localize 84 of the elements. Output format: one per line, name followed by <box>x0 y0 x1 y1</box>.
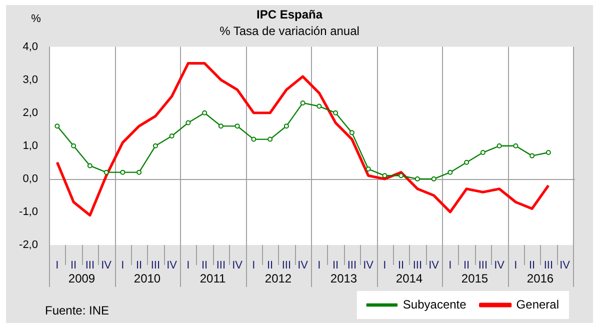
x-tick-label: IV <box>101 260 112 272</box>
point <box>480 150 486 156</box>
y-axis-title: % <box>31 13 42 26</box>
point <box>120 170 126 175</box>
legend-label: Subyacente <box>402 297 467 312</box>
text: 2015 <box>461 271 488 286</box>
point <box>349 130 354 136</box>
point <box>546 150 551 156</box>
x-tick-label: IV <box>298 260 309 272</box>
point <box>284 124 289 129</box>
y-tick-label: -1,0 <box>19 206 38 218</box>
chart-subtitle: % Tasa de variación anual <box>220 24 360 38</box>
x-tick-label: III <box>150 260 160 272</box>
point <box>218 124 224 129</box>
x-tick-label: IV <box>560 260 571 272</box>
point <box>71 143 76 148</box>
point <box>464 160 470 165</box>
x-tick-label: III <box>544 260 554 272</box>
x-tick-label: I <box>56 260 59 272</box>
y-tick-label: 0,0 <box>22 172 38 185</box>
x-tick-label: III <box>85 260 95 272</box>
point <box>513 143 518 148</box>
x-tick-label: IV <box>166 260 178 272</box>
x-tick-label: II <box>529 260 536 272</box>
x-tick-label: III <box>478 260 488 272</box>
point <box>414 176 420 182</box>
source-note: Fuente: INE <box>45 303 110 318</box>
point <box>202 110 208 116</box>
text: 2014 <box>396 271 423 286</box>
point <box>530 153 535 158</box>
x-tick-label: II <box>464 260 470 272</box>
x-tick-label: I <box>252 260 256 272</box>
y-tick-label: 4,0 <box>22 40 38 53</box>
text: 2010 <box>134 271 161 286</box>
point <box>382 173 388 178</box>
point <box>104 170 109 175</box>
point <box>87 163 92 168</box>
point <box>300 100 306 106</box>
y-tick-label: 1,0 <box>22 140 38 152</box>
point <box>431 176 436 182</box>
chart-title: IPC España <box>256 8 323 22</box>
text: 2011 <box>200 271 226 286</box>
x-tick-label: I <box>514 260 518 272</box>
point <box>333 110 338 116</box>
x-tick-label: IV <box>363 260 374 272</box>
y-tick-label: -2,0 <box>19 239 38 252</box>
point <box>136 170 142 175</box>
x-tick-label: II <box>70 260 77 272</box>
point <box>398 173 404 178</box>
point <box>496 143 502 148</box>
x-tick-label: I <box>318 260 321 272</box>
y-tick-label: 2,0 <box>22 106 38 119</box>
x-tick-label: III <box>216 260 226 272</box>
y-tick-label: 3,0 <box>22 74 38 86</box>
text: 2013 <box>330 271 358 286</box>
point <box>251 136 256 142</box>
x-tick-label: II <box>136 260 142 272</box>
point <box>186 120 191 126</box>
x-tick-label: IV <box>428 260 440 272</box>
x-tick-label: III <box>412 260 422 272</box>
x-tick-label: IV <box>232 260 244 272</box>
point <box>169 133 174 138</box>
point <box>152 143 158 148</box>
point <box>54 124 60 129</box>
x-tick-label: IV <box>494 260 506 272</box>
x-tick-label: I <box>383 260 386 272</box>
point <box>366 166 371 172</box>
x-tick-label: III <box>282 260 292 272</box>
x-tick-label: II <box>202 260 208 272</box>
point <box>268 136 273 142</box>
x-tick-label: III <box>347 260 357 272</box>
text: 2016 <box>526 271 554 286</box>
point <box>448 170 453 175</box>
x-tick-label: II <box>332 260 339 272</box>
text: 2012 <box>264 271 292 286</box>
text: 2009 <box>68 271 96 286</box>
x-tick-label: II <box>398 260 404 272</box>
point <box>234 124 240 129</box>
legend-label: General <box>516 297 560 312</box>
x-tick-label: I <box>121 260 124 272</box>
x-tick-label: I <box>448 260 452 272</box>
x-tick-label: I <box>186 260 190 272</box>
x-tick-label: II <box>267 260 274 272</box>
point <box>316 104 322 109</box>
